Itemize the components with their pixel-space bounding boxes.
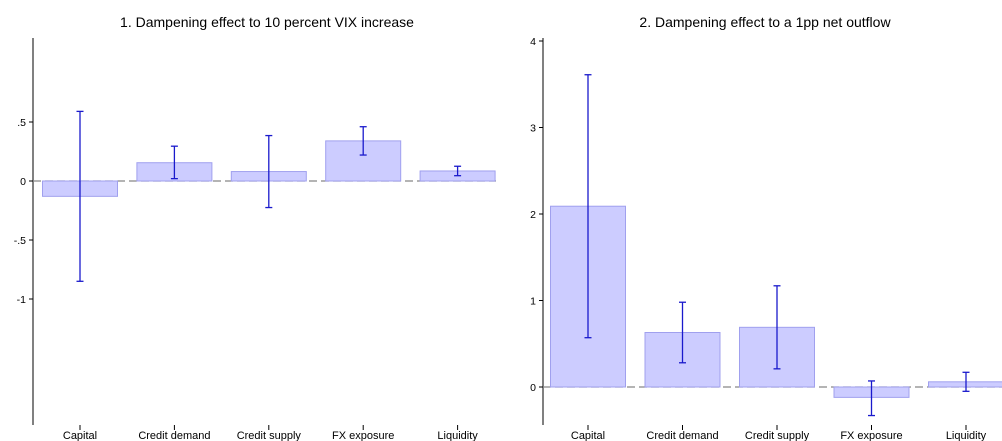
panel-1-y-tick-label-0: -1 [17,294,26,306]
panel-1-x-ticks: Capital Credit demand Credit supply FX expo… [63,425,478,441]
panel-1-x-tick-label-1: Credit demand [138,430,210,441]
panel-2-y-ticks: 0 1 2 3 4 [530,36,543,394]
panel-1-error-bars [76,110,462,282]
panel-2-y-tick-label-3: 3 [530,123,536,135]
panel-2-x-tick-label-4: Liquidity [946,430,987,441]
panel-2-bar-4 [928,381,1002,388]
panel-2-x-tick-label-3: FX exposure [840,430,902,441]
panel-2-y-tick-label-2: 2 [530,209,536,221]
panel-1-y-ticks: -1 -.5 0 .5 [14,117,33,306]
panel-1-y-tick-label-2: 0 [20,176,26,188]
panel-1-x-tick-label-3: FX exposure [332,430,394,441]
panel-2-x-ticks: Capital Credit demand Credit supply FX expo… [571,425,987,441]
panel-1-x-tick-label-0: Capital [63,430,97,441]
panel-1-y-tick-label-3: .5 [17,117,26,129]
panel-2-y-tick-label-1: 1 [530,296,536,308]
panel-2-x-tick-label-2: Credit supply [745,430,810,441]
panel-1-title: 1. Dampening effect to 10 percent VIX in… [120,14,414,30]
panel-1-x-tick-label-4: Liquidity [437,430,478,441]
panel-2-x-tick-label-1: Credit demand [646,430,718,441]
panel-2-title: 2. Dampening effect to a 1pp net outflow [639,14,891,30]
panel-1-y-tick-label-1: -.5 [14,235,26,247]
panel-2-x-tick-label-0: Capital [571,430,605,441]
panel-2-error-bars [584,74,970,417]
panel-1: 1. Dampening effect to 10 percent VIX in… [14,14,496,441]
panel-2: 2. Dampening effect to a 1pp net outflow… [530,14,1002,441]
panel-2-y-tick-label-0: 0 [530,382,536,394]
panel-1-x-tick-label-2: Credit supply [237,430,302,441]
panel-2-y-tick-label-4: 4 [530,36,536,48]
